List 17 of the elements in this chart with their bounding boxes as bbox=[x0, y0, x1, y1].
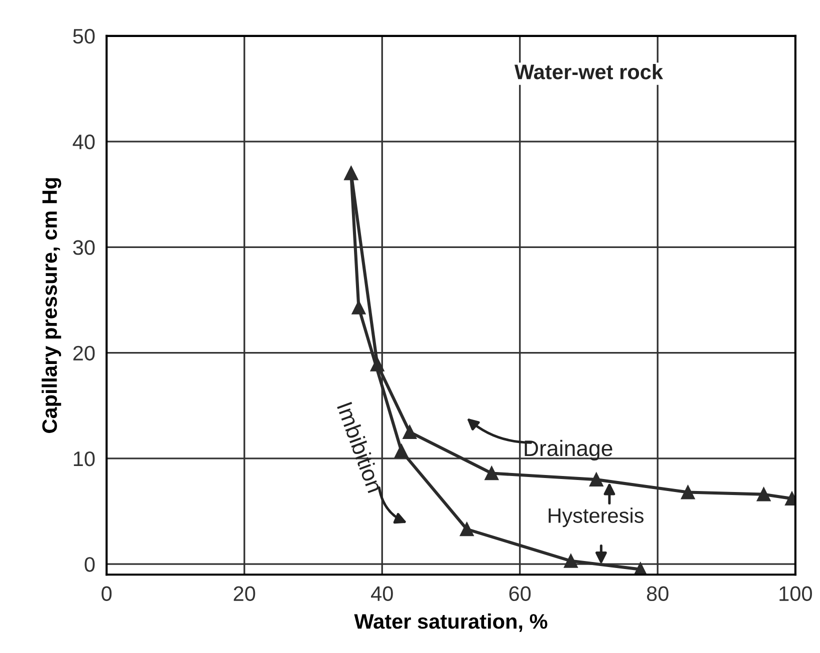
annotation: Hysteresis bbox=[548, 508, 644, 528]
y-tick-label: 30 bbox=[73, 240, 95, 255]
annotation: Water-wet rock bbox=[514, 64, 664, 80]
x-tick-label: 20 bbox=[234, 586, 256, 602]
y-axis-title: Capillary pressure, cm Hg bbox=[42, 178, 62, 433]
x-tick-label: 100 bbox=[780, 586, 812, 602]
x-axis-title: Water saturation, % bbox=[354, 614, 548, 632]
y-tick-label: 40 bbox=[72, 134, 95, 150]
x-tick-label: 0 bbox=[102, 586, 112, 602]
y-tick-label: 10 bbox=[74, 451, 95, 466]
x-tick-label: 80 bbox=[646, 586, 668, 602]
y-tick-label: 20 bbox=[73, 346, 95, 361]
x-tick-label: 60 bbox=[509, 586, 531, 602]
annotation: Drainage bbox=[524, 440, 612, 461]
x-tick-label: 40 bbox=[371, 586, 393, 602]
y-tick-label: 0 bbox=[84, 557, 95, 572]
y-tick-label: 50 bbox=[73, 28, 95, 44]
